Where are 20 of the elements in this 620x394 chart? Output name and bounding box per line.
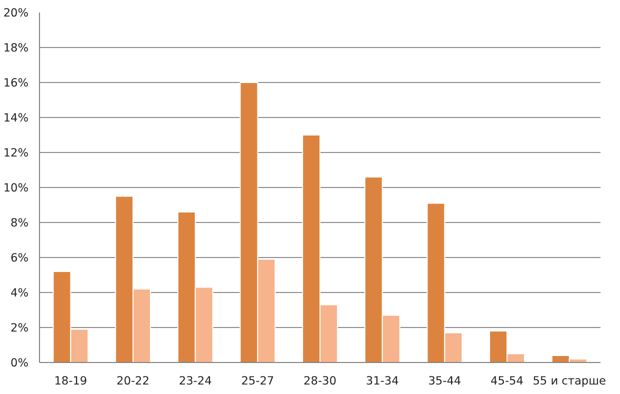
- y-tick-label: 0%: [10, 356, 29, 370]
- y-tick-label: 14%: [3, 110, 29, 124]
- y-tick-label: 8%: [10, 216, 29, 230]
- y-tick-label: 6%: [10, 250, 29, 264]
- y-tick-label: 4%: [10, 286, 29, 300]
- x-tick-label: 55 и старше: [532, 374, 606, 388]
- y-tick-label: 18%: [3, 40, 29, 54]
- x-tick-label: 20-22: [116, 374, 150, 388]
- x-tick-label: 31-34: [366, 374, 399, 388]
- y-tick-label: 16%: [3, 76, 29, 90]
- y-tick-label: 12%: [3, 146, 29, 160]
- x-tick-label: 18-19: [54, 374, 88, 388]
- x-tick-label: 35-44: [428, 374, 462, 388]
- x-tick-label: 25-27: [241, 374, 274, 388]
- x-tick-label: 45-54: [490, 374, 524, 388]
- y-tick-label: 20%: [3, 6, 29, 20]
- y-tick-label: 10%: [3, 180, 29, 194]
- x-tick-label: 23-24: [178, 374, 212, 388]
- y-tick-label: 2%: [10, 320, 29, 334]
- x-tick-label: 28-30: [304, 374, 336, 388]
